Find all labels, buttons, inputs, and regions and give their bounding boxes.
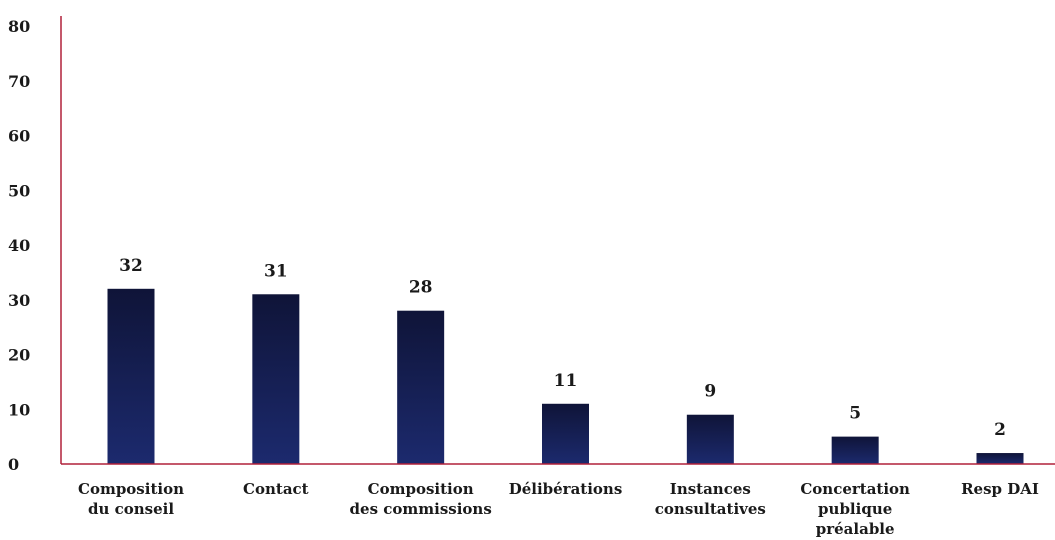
bar-value-label: 2 (994, 420, 1006, 440)
y-tick-label: 10 (8, 400, 30, 419)
y-tick-label: 20 (8, 346, 30, 365)
bar (108, 289, 155, 464)
bar (397, 311, 444, 464)
y-tick-label: 30 (8, 291, 30, 310)
bar-value-label: 9 (704, 382, 716, 402)
y-axis-ticks: 0 10 20 30 40 50 60 70 80 (8, 17, 30, 474)
y-tick-label: 50 (8, 181, 30, 200)
bar (542, 404, 589, 464)
bar (687, 415, 734, 464)
category-label: Délibérations (509, 480, 623, 498)
category-label: Concertation publique préalable (800, 480, 910, 538)
category-label-line: préalable (816, 520, 895, 538)
y-tick-label: 40 (8, 236, 30, 255)
bar-value-label: 28 (409, 278, 433, 298)
category-label: Instances consultatives (655, 480, 766, 518)
category-label-line: des commissions (350, 500, 492, 518)
category-label-line: Délibérations (509, 480, 623, 498)
category-label-line: Resp DAI (961, 480, 1039, 498)
bar-value-label: 5 (849, 404, 861, 424)
bar (832, 437, 879, 464)
bar-value-label: 11 (554, 371, 578, 391)
bar (977, 453, 1024, 464)
category-label: Composition du conseil (78, 480, 184, 518)
category-label-line: Composition (78, 480, 184, 498)
bar-value-label: 32 (119, 256, 143, 276)
category-label-line: Composition (368, 480, 474, 498)
y-tick-label: 60 (8, 127, 30, 146)
x-axis-category-labels: Composition du conseil Contact Composition d… (78, 480, 1039, 538)
category-label-line: du conseil (88, 500, 174, 518)
category-label-line: publique (818, 500, 892, 518)
category-label-line: Instances (670, 480, 751, 498)
category-label-line: Concertation (800, 480, 910, 498)
category-label: Resp DAI (961, 480, 1039, 498)
category-label-line: Contact (243, 480, 309, 498)
y-tick-label: 70 (8, 72, 30, 91)
category-label: Contact (243, 480, 309, 498)
bar (252, 294, 299, 464)
category-label-line: consultatives (655, 500, 766, 518)
y-tick-label: 80 (8, 17, 30, 36)
y-tick-label: 0 (8, 455, 19, 474)
category-label: Composition des commissions (350, 480, 492, 518)
bar-value-label: 31 (264, 261, 288, 281)
